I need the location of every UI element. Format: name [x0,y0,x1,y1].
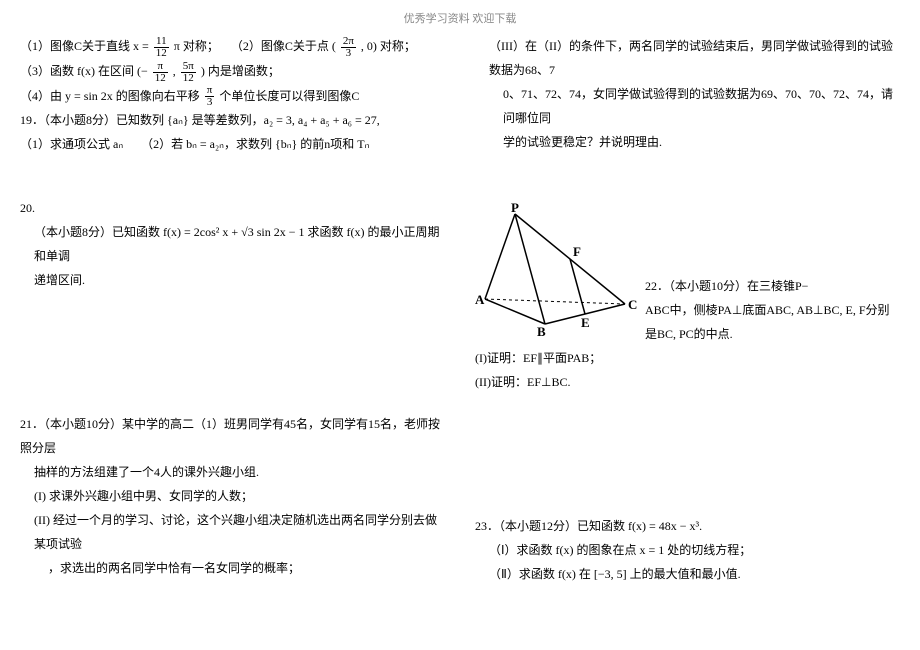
text: （4）由 y = sin 2x 的图像向右平移 [20,89,203,103]
text: 22．（本小题10分）在三棱锥P− [645,274,900,298]
q21-III: （III）在（II）的条件下，两名同学的试验结束后，男同学做试验得到的试验数据为… [489,34,900,82]
q22-row: P A B C E F 22．（本小题10分）在三棱锥P− ABC中，侧棱PA⊥… [475,194,900,346]
label-B: B [537,324,546,339]
q21-II-b: ，求选出的两名同学中恰有一名女同学的概率； [48,556,445,580]
text: ABC中，侧棱PA⊥底面ABC, AB⊥BC, E, F分别是BC, PC的中点… [645,298,900,346]
text: （3）函数 f(x) 在区间 (− [20,64,148,78]
text: π 对称； [174,39,219,53]
q19-subs: （1）求通项公式 aₙ （2）若 bₙ = a₂ₙ，求数列 {bₙ} 的前n项和… [20,132,445,156]
label-F: F [573,244,581,259]
q22-II: (II)证明：EF⊥BC. [475,370,900,394]
q21-III-b: 0、71、72、74，女同学做试验得到的试验数据为69、70、70、72、74，… [503,82,900,130]
tetrahedron-svg: P A B C E F [475,204,635,334]
fraction: π3 [205,85,215,108]
q20-body: （本小题8分）已知函数 f(x) = 2cos² x + √3 sin 2x −… [34,220,445,268]
fraction: 2π3 [341,36,356,59]
fraction: 5π12 [181,61,196,84]
right-column: （III）在（II）的条件下，两名同学的试验结束后，男同学做试验得到的试验数据为… [475,34,900,586]
q21-b: 抽样的方法组建了一个4人的课外兴趣小组. [34,460,445,484]
q18-item1: （1）图像C关于直线 x = 1112 π 对称； （2）图像C关于点 ( 2π… [20,34,445,59]
text: （2）图像C关于点 ( [231,39,336,53]
text: , 0) 对称； [361,39,416,53]
q20-body2: 递增区间. [34,268,445,292]
text: , [173,64,179,78]
left-column: （1）图像C关于直线 x = 1112 π 对称； （2）图像C关于点 ( 2π… [20,34,445,586]
page-header: 优秀学习资料 欢迎下载 [20,10,900,26]
q20-num: 20. [20,196,445,220]
text: （1）求通项公式 aₙ [20,137,123,151]
q21-I: (I) 求课外兴趣小组中男、女同学的人数； [34,484,445,508]
q21-III-c: 学的试验更稳定？并说明理由. [503,130,900,154]
q23-II: （Ⅱ）求函数 f(x) 在 [−3, 5] 上的最大值和最小值. [489,562,900,586]
text: （1）图像C关于直线 x = [20,39,152,53]
label-A: A [475,292,485,307]
text: ) 内是增函数； [201,64,280,78]
label-E: E [581,315,590,330]
q18-item4: （4）由 y = sin 2x 的图像向右平移 π3 个单位长度可以得到图像C [20,84,445,109]
two-column-layout: （1）图像C关于直线 x = 1112 π 对称； （2）图像C关于点 ( 2π… [20,34,900,586]
label-P: P [511,200,519,215]
q21-II: (II) 经过一个月的学习、讨论，这个兴趣小组决定随机选出两名同学分别去做某项试… [34,508,445,556]
q21: 21．（本小题10分）某中学的高二（1）班男同学有45名，女同学有15名，老师按… [20,412,445,460]
q23-I: （Ⅰ）求函数 f(x) 的图象在点 x = 1 处的切线方程； [489,538,900,562]
text: 个单位长度可以得到图像C [219,89,359,103]
q22-I: (I)证明：EF∥平面PAB； [475,346,900,370]
fraction: 1112 [154,36,169,59]
q22-text: 22．（本小题10分）在三棱锥P− ABC中，侧棱PA⊥底面ABC, AB⊥BC… [645,274,900,346]
fraction: π12 [153,61,168,84]
tetrahedron-figure: P A B C E F [475,204,635,334]
q23: 23．（本小题12分）已知函数 f(x) = 48x − x³. [475,514,900,538]
label-C: C [628,297,637,312]
q19: 19．（本小题8分）已知数列 {aₙ} 是等差数列，a₂ = 3, a₄ + a… [20,108,445,132]
q18-item3: （3）函数 f(x) 在区间 (− π12 , 5π12 ) 内是增函数； [20,59,445,84]
text: （2）若 bₙ = a₂ₙ，求数列 {bₙ} 的前n项和 Tₙ [141,137,369,151]
